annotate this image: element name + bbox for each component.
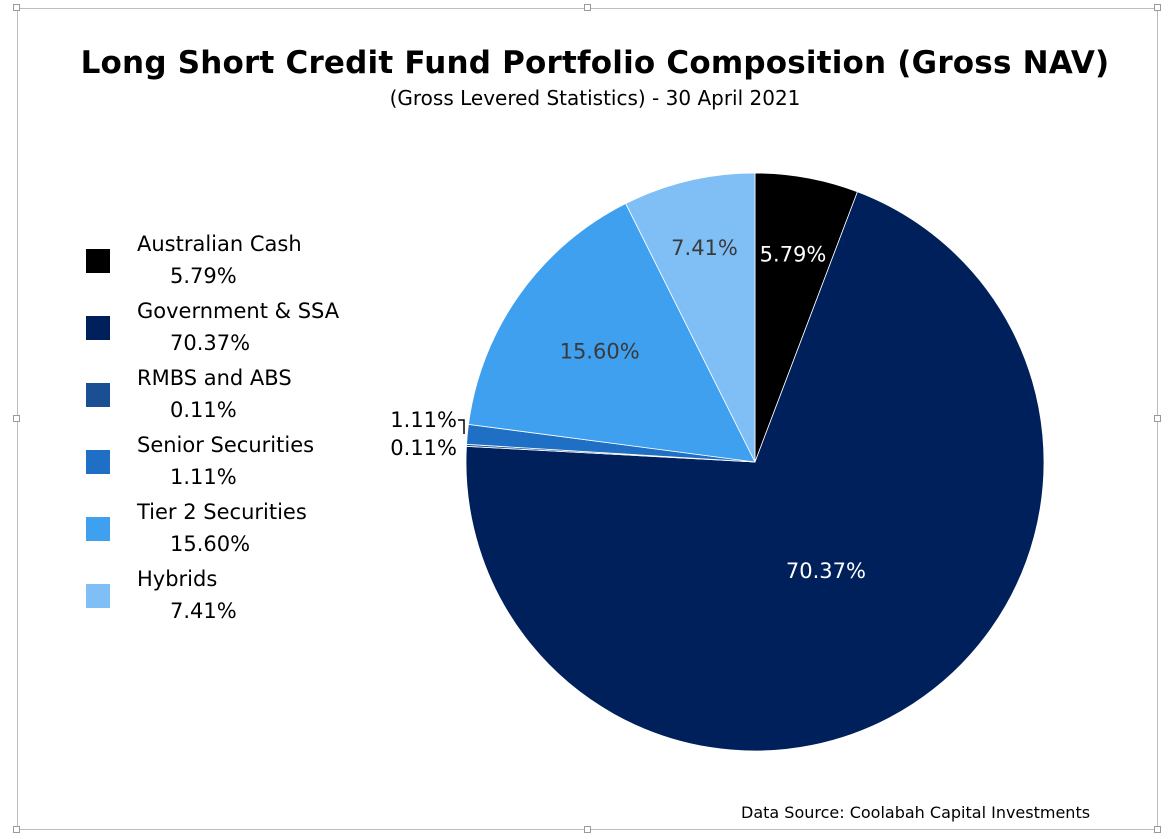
legend-item: RMBS and ABS 0.11% [86,366,406,433]
resize-handle-bottom-left[interactable] [13,826,20,833]
chart-title: Long Short Credit Fund Portfolio Composi… [80,45,1110,81]
chart-legend: Australian Cash 5.79% Government & SSA 70.3… [86,232,406,634]
resize-handle-middle-left[interactable] [13,415,20,422]
pie-data-label: 70.37% [786,559,866,583]
data-source-note: Data Source: Coolabah Capital Investment… [741,803,1091,822]
legend-swatch [86,316,110,340]
pie-data-label: 0.11% [390,436,457,460]
legend-value: 70.37% [170,331,251,355]
legend-swatch [86,249,110,273]
legend-label: Government & SSA [137,299,340,323]
resize-handle-bottom-right[interactable] [1154,826,1161,833]
legend-label: RMBS and ABS [137,366,292,390]
resize-handle-top-right[interactable] [1154,4,1161,11]
legend-item: Government & SSA 70.37% [86,299,406,366]
legend-label: Hybrids [137,567,218,591]
pie-slice [468,202,756,463]
pie-data-label: 15.60% [560,339,640,363]
legend-label: Tier 2 Securities [137,500,307,524]
legend-value: 1.11% [170,465,237,489]
label-leader-line [458,419,465,434]
legend-value: 7.41% [170,599,237,623]
legend-label: Senior Securities [137,433,315,457]
chart-subtitle: (Gross Levered Statistics) - 30 April 20… [389,86,801,110]
legend-item: Senior Securities 1.11% [86,433,406,500]
pie-data-label: 5.79% [760,242,827,266]
legend-value: 5.79% [170,264,237,288]
resize-handle-bottom-center[interactable] [584,826,591,833]
legend-item: Tier 2 Securities 15.60% [86,500,406,567]
legend-swatch [86,383,110,407]
legend-swatch [86,584,110,608]
legend-swatch [86,517,110,541]
resize-handle-top-center[interactable] [584,4,591,11]
resize-handle-top-left[interactable] [13,4,20,11]
pie-slice [465,191,1045,752]
legend-value: 0.11% [170,398,237,422]
legend-label: Australian Cash [137,232,302,256]
legend-item: Australian Cash 5.79% [86,232,406,299]
legend-value: 15.60% [170,532,251,556]
legend-item: Hybrids 7.41% [86,567,406,634]
resize-handle-middle-right[interactable] [1154,415,1161,422]
pie-data-label: 1.11% [390,408,457,432]
pie-data-label: 7.41% [671,236,738,260]
legend-swatch [86,450,110,474]
pie-slice [625,172,756,463]
